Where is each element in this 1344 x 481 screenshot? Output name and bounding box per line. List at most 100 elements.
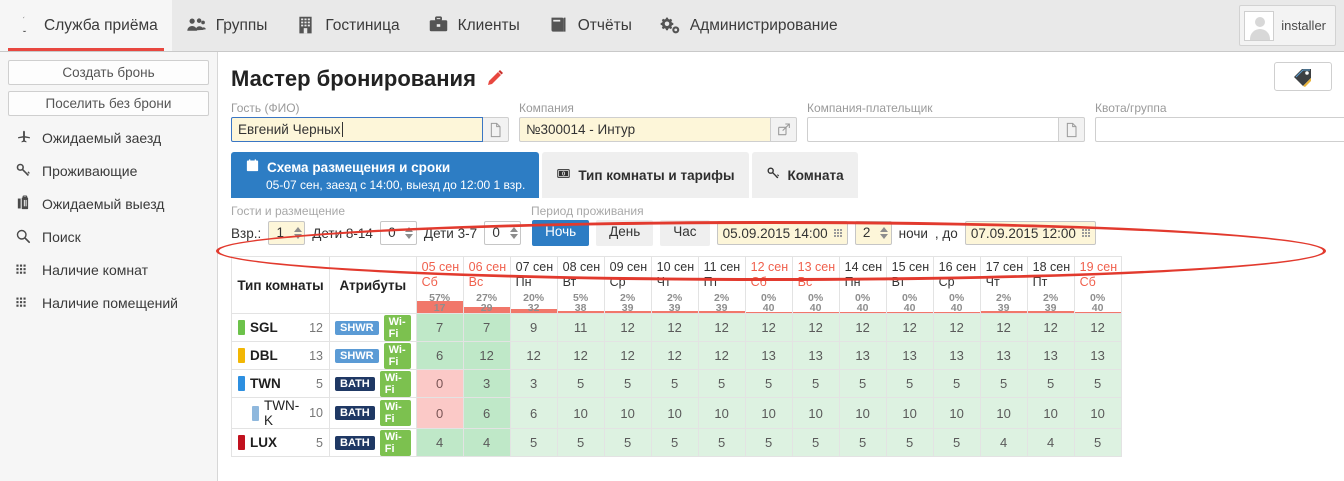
unit-button-1[interactable]: День [596, 220, 654, 246]
sidebar-item-1[interactable]: Проживающие [8, 155, 209, 186]
availability-cell[interactable]: 13 [885, 341, 934, 370]
availability-cell[interactable]: 12 [650, 341, 699, 370]
day-header-6[interactable]: 11 сен Пт [697, 256, 746, 293]
availability-cell[interactable]: 12 [697, 341, 746, 370]
availability-cell[interactable]: 13 [1073, 341, 1122, 370]
availability-cell[interactable]: 5 [509, 428, 558, 457]
availability-cell[interactable]: 5 [744, 369, 793, 398]
availability-cell[interactable]: 13 [932, 341, 981, 370]
day-header-12[interactable]: 17 сен Чт [979, 256, 1028, 293]
day-header-8[interactable]: 13 сен Вс [791, 256, 840, 293]
availability-cell[interactable]: 12 [603, 341, 652, 370]
availability-cell[interactable]: 10 [650, 397, 699, 429]
availability-cell[interactable]: 12 [556, 341, 605, 370]
availability-cell[interactable]: 10 [885, 397, 934, 429]
availability-cell[interactable]: 10 [603, 397, 652, 429]
field-button-2[interactable] [1059, 117, 1085, 142]
availability-cell[interactable]: 12 [885, 313, 934, 342]
day-header-4[interactable]: 09 сен Ср [603, 256, 652, 293]
availability-cell[interactable]: 12 [791, 313, 840, 342]
room-type-cell[interactable]: LUX 5 [231, 428, 330, 457]
availability-cell[interactable]: 13 [979, 341, 1028, 370]
availability-cell[interactable]: 12 [979, 313, 1028, 342]
nights-stepper-arrows[interactable] [878, 222, 891, 244]
availability-cell[interactable]: 12 [838, 313, 887, 342]
availability-cell[interactable]: 5 [603, 428, 652, 457]
availability-cell[interactable]: 10 [1073, 397, 1122, 429]
nav-item-3[interactable]: Клиенты [414, 0, 534, 51]
availability-cell[interactable]: 10 [838, 397, 887, 429]
availability-cell[interactable]: 5 [885, 369, 934, 398]
availability-cell[interactable]: 13 [838, 341, 887, 370]
availability-cell[interactable]: 12 [1073, 313, 1122, 342]
availability-cell[interactable]: 6 [415, 341, 464, 370]
children-8-14-stepper-arrows[interactable] [403, 222, 416, 244]
date-to-field[interactable]: 07.09.2015 12:00 [964, 221, 1096, 245]
stepper-down-icon[interactable] [509, 234, 518, 239]
room-type-cell[interactable]: TWN 5 [231, 369, 330, 398]
availability-cell[interactable]: 13 [791, 341, 840, 370]
field-button-1[interactable] [771, 117, 797, 142]
availability-cell[interactable]: 5 [979, 369, 1028, 398]
availability-cell[interactable]: 10 [744, 397, 793, 429]
room-type-cell[interactable]: SGL 12 [231, 313, 330, 342]
availability-cell[interactable]: 12 [744, 313, 793, 342]
sidebar-item-5[interactable]: Наличие помещений [8, 287, 209, 318]
availability-cell[interactable]: 10 [791, 397, 840, 429]
availability-cell[interactable]: 12 [650, 313, 699, 342]
availability-cell[interactable]: 12 [509, 341, 558, 370]
day-header-9[interactable]: 14 сен Пн [838, 256, 887, 293]
sidebar-item-2[interactable]: Ожидаемый выезд [8, 188, 209, 219]
availability-cell[interactable]: 4 [462, 428, 511, 457]
availability-cell[interactable]: 5 [1073, 369, 1122, 398]
sidebar-item-4[interactable]: Наличие комнат [8, 254, 209, 285]
stepper-up-icon[interactable] [405, 227, 414, 232]
pencil-icon[interactable] [486, 69, 504, 90]
availability-cell[interactable]: 12 [932, 313, 981, 342]
day-header-5[interactable]: 10 сен Чт [650, 256, 699, 293]
stepper-up-icon[interactable] [293, 227, 302, 232]
children-8-14-stepper[interactable]: 0 [379, 221, 417, 245]
availability-cell[interactable]: 11 [556, 313, 605, 342]
availability-cell[interactable]: 4 [979, 428, 1028, 457]
availability-cell[interactable]: 13 [744, 341, 793, 370]
availability-cell[interactable]: 5 [838, 428, 887, 457]
availability-cell[interactable]: 5 [885, 428, 934, 457]
user-menu-button[interactable]: installer [1239, 5, 1336, 46]
sidebar-button-1[interactable]: Поселить без брони [8, 91, 209, 116]
nav-item-0[interactable]: Служба приёма [0, 0, 172, 51]
availability-cell[interactable]: 7 [415, 313, 464, 342]
availability-cell[interactable]: 12 [1026, 313, 1075, 342]
field-input-1[interactable]: №300014 - Интур [519, 117, 771, 142]
unit-button-0[interactable]: Ночь [532, 220, 590, 246]
availability-cell[interactable]: 5 [556, 369, 605, 398]
availability-cell[interactable]: 5 [1073, 428, 1122, 457]
availability-cell[interactable]: 5 [932, 369, 981, 398]
stepper-down-icon[interactable] [405, 234, 414, 239]
availability-cell[interactable]: 10 [556, 397, 605, 429]
availability-cell[interactable]: 10 [697, 397, 746, 429]
day-header-1[interactable]: 06 сен Вс [462, 256, 511, 293]
nav-item-5[interactable]: Администрирование [646, 0, 852, 51]
availability-cell[interactable]: 5 [1026, 369, 1075, 398]
availability-cell[interactable]: 10 [1026, 397, 1075, 429]
day-header-14[interactable]: 19 сен Сб [1073, 256, 1122, 293]
availability-cell[interactable]: 12 [603, 313, 652, 342]
availability-cell[interactable]: 5 [932, 428, 981, 457]
children-3-7-stepper[interactable]: 0 [484, 221, 522, 245]
availability-cell[interactable]: 3 [462, 369, 511, 398]
tag-button[interactable] [1274, 62, 1332, 91]
availability-cell[interactable]: 5 [697, 369, 746, 398]
availability-cell[interactable]: 7 [462, 313, 511, 342]
availability-cell[interactable]: 5 [744, 428, 793, 457]
tab-1[interactable]: 0 Тип комнаты и тарифы [542, 152, 749, 198]
availability-cell[interactable]: 12 [462, 341, 511, 370]
adults-stepper[interactable]: 1 [268, 221, 306, 245]
grid-dots-icon[interactable] [1081, 229, 1090, 237]
sidebar-item-3[interactable]: Поиск [8, 221, 209, 252]
nav-item-2[interactable]: Гостиница [281, 0, 413, 51]
field-button-0[interactable] [483, 117, 509, 142]
grid-dots-icon[interactable] [833, 229, 842, 237]
adults-stepper-arrows[interactable] [291, 222, 304, 244]
nights-stepper[interactable]: 2 [854, 221, 892, 245]
